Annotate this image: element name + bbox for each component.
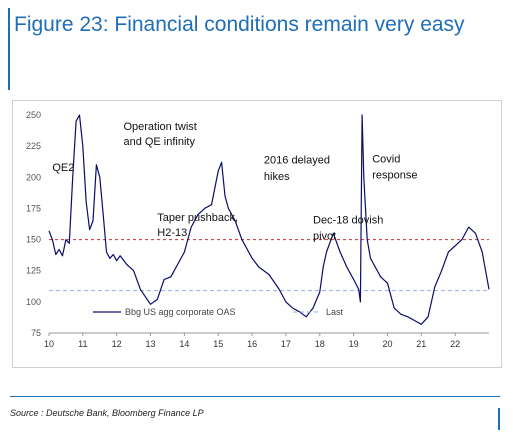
y-tick-label: 150 (26, 235, 41, 245)
series-layer (48, 114, 490, 325)
chart-annotation: Covid (372, 153, 400, 165)
x-tick-label: 10 (44, 339, 54, 349)
chart-frame: 75 100 125 150 175 200 225 250 10 11 12 13 14 15 16 17 1… (12, 100, 502, 368)
annotation-layer: QE2 Operation twist and QE infinity Taper p… (52, 121, 417, 243)
x-tick-label: 12 (112, 339, 122, 349)
y-tick-label: 200 (26, 172, 41, 182)
x-tick-label: 20 (382, 339, 392, 349)
chart-annotation: Dec-18 dovish (313, 214, 383, 226)
x-tick-label: 14 (179, 339, 189, 349)
chart-annotation: 2016 delayed (264, 155, 330, 167)
chart-annotation: and QE infinity (123, 136, 195, 148)
x-tick-label: 19 (349, 339, 359, 349)
chart-annotation: QE2 (52, 162, 74, 174)
reference-lines (49, 239, 489, 292)
x-tick-label: 21 (416, 339, 426, 349)
y-tick-label: 75 (31, 328, 41, 338)
legend-label-corporate-oas: Bbg US agg corporate OAS (125, 307, 236, 317)
source-note: Source : Deutsche Bank, Bloomberg Financ… (10, 408, 204, 418)
figure-title: Figure 23: Financial conditions remain v… (14, 13, 465, 36)
chart-annotation: Operation twist (123, 121, 196, 133)
x-tick-label: 13 (146, 339, 156, 349)
chart-annotation: H2-13 (157, 227, 187, 239)
legend-label-last: Last (326, 307, 344, 317)
title-accent-bar (8, 8, 10, 90)
x-tick-label: 15 (213, 339, 223, 349)
x-tick-label: 16 (247, 339, 257, 349)
series-corporate-oas-line (48, 114, 490, 325)
x-tick-label: 18 (315, 339, 325, 349)
y-tick-label: 125 (26, 266, 41, 276)
chart-svg: 75 100 125 150 175 200 225 250 10 11 12 13 14 15 16 17 1… (26, 110, 490, 349)
legend: Bbg US agg corporate OAS Last (93, 307, 344, 317)
chart-annotation: hikes (264, 171, 290, 183)
axis-layer: 75 100 125 150 175 200 225 250 10 11 12 13 14 15 16 17 1… (26, 110, 489, 349)
chart-annotation: pivot (313, 231, 336, 243)
chart-annotation: Taper pushback, (157, 212, 238, 224)
x-tick-label: 22 (450, 339, 460, 349)
y-tick-label: 175 (26, 203, 41, 213)
footer-accent-bar (498, 408, 500, 430)
y-tick-label: 250 (26, 110, 41, 120)
chart-annotation: response (372, 170, 417, 182)
x-tick-label: 17 (281, 339, 291, 349)
y-tick-label: 100 (26, 297, 41, 307)
footer-divider (10, 396, 500, 397)
y-tick-label: 225 (26, 141, 41, 151)
x-tick-label: 11 (78, 339, 87, 349)
